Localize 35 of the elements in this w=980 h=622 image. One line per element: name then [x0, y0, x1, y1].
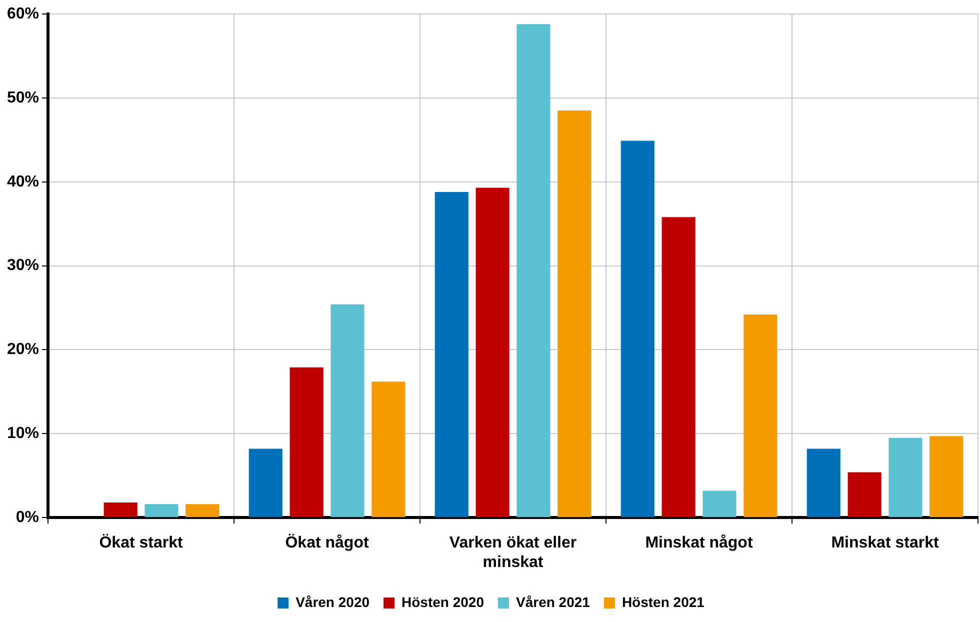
x-tick-label: Ökat något	[285, 534, 370, 552]
bar	[186, 504, 220, 518]
bar	[516, 24, 550, 518]
y-tick-label: 50%	[6, 89, 40, 106]
x-tick-label: Minskat något	[645, 534, 754, 552]
bar	[848, 472, 882, 518]
bar	[930, 436, 964, 518]
bar	[248, 448, 282, 518]
bar	[372, 382, 406, 518]
x-tick-label: Minskat starkt	[831, 534, 940, 552]
y-tick-label: 10%	[6, 425, 40, 442]
bar	[702, 490, 736, 518]
y-tick-label: 0%	[16, 509, 40, 526]
legend-label: Hösten 2021	[622, 594, 705, 610]
y-tick-label: 20%	[6, 341, 40, 358]
y-tick-label: 60%	[6, 5, 40, 22]
bar	[558, 110, 592, 518]
legend-label: Våren 2021	[516, 594, 590, 610]
bar	[744, 314, 778, 518]
bar	[434, 192, 468, 518]
x-tick-label: Ökat starkt	[99, 534, 184, 552]
x-tick-label: Varken ökat eller minskat	[449, 534, 577, 571]
bar	[476, 188, 510, 518]
bar	[806, 448, 840, 518]
bar	[888, 438, 922, 518]
y-tick-label: 40%	[6, 173, 40, 190]
y-tick-label: 30%	[6, 257, 40, 274]
bar	[144, 504, 178, 518]
bar	[290, 367, 324, 518]
legend-label: Hösten 2020	[402, 594, 484, 610]
bar	[104, 502, 138, 518]
legend-label: Våren 2020	[296, 594, 370, 610]
bar	[330, 304, 364, 518]
bar	[662, 217, 696, 518]
bar	[620, 140, 654, 518]
